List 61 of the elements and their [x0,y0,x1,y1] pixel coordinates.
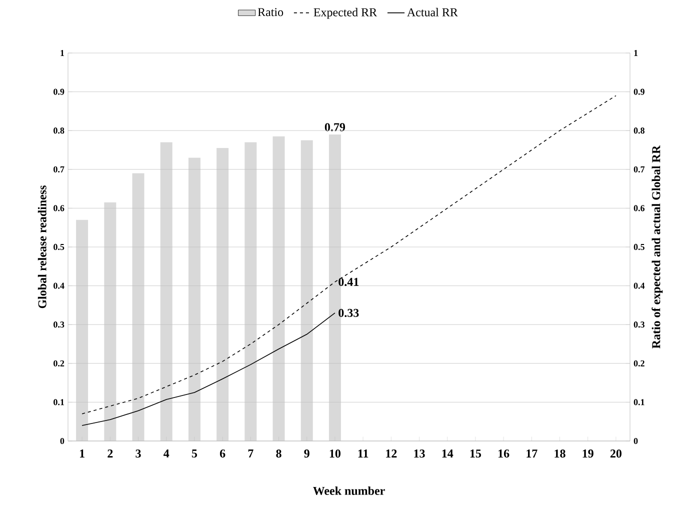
x-tick-label: 17 [526,450,538,458]
x-tick-label: 6 [220,450,226,458]
x-axis-title: Week number [313,486,385,495]
x-tick-label: 12 [386,450,397,458]
bar [132,173,144,441]
y-tick-label: 0.5 [54,244,64,250]
x-tick-label: 10 [330,450,340,458]
y2-tick-label: 0.4 [634,282,645,289]
bar [300,140,313,441]
x-tick-label: 4 [164,450,170,458]
y-tick-label: 0.1 [54,399,64,406]
y-tick-label: 0.3 [54,322,64,328]
data-label: 0.33 [338,308,359,318]
legend-label: Expected RR [314,8,378,19]
y2-tick-label: 0.9 [634,88,644,95]
data-label: 0.41 [338,278,359,286]
x-tick-label: 15 [470,450,481,458]
y2-tick-label: 0.8 [634,128,644,134]
legend-label: Actual RR [407,8,458,16]
legend-label: Ratio [258,8,284,16]
bar [188,158,200,441]
bar [160,142,172,441]
y2-tick-label: 0 [634,438,638,444]
y2-axis-title: Ratio of expected and actual Global RR [652,145,663,348]
bar [244,142,257,441]
data-label: 0.79 [324,123,346,132]
bar [76,220,88,441]
y-tick-label: 0.9 [54,88,64,95]
y2-tick-label: 0.3 [634,322,644,328]
y-tick-label: 0.8 [54,128,64,134]
y2-tick-label: 0.1 [634,399,644,406]
x-tick-label: 9 [304,450,310,458]
x-tick-label: 19 [582,450,594,458]
y-tick-label: 1 [60,50,64,56]
x-tick-label: 11 [358,450,368,458]
y-tick-label: 0.4 [54,282,64,289]
y-tick-label: 0.7 [54,166,64,172]
y-tick-label: 0.6 [54,205,64,212]
bar [272,136,285,441]
x-tick-label: 20 [610,450,622,458]
bar [104,202,116,441]
y2-tick-label: 0.6 [634,205,645,212]
x-tick-label: 14 [442,450,454,458]
x-tick-label: 16 [498,450,510,458]
y2-tick-label: 0.7 [634,166,645,172]
y2-tick-label: 0.2 [634,360,644,366]
x-tick-label: 7 [248,450,254,458]
x-tick-label: 13 [414,450,425,458]
y2-tick-label: 0.5 [634,244,644,250]
x-tick-label: 1 [80,450,84,458]
line-series [82,312,336,426]
x-tick-label: 2 [108,450,113,458]
x-tick-label: 8 [276,450,282,458]
y-axis-title: Global release readiness [38,185,46,308]
y2-tick-label: 1 [634,50,638,56]
y-tick-label: 0.2 [54,360,64,366]
x-tick-label: 3 [136,450,141,458]
x-tick-label: 5 [192,450,198,458]
y-tick-label: 0 [60,438,64,444]
bar [216,148,229,441]
x-tick-label: 18 [554,450,566,458]
